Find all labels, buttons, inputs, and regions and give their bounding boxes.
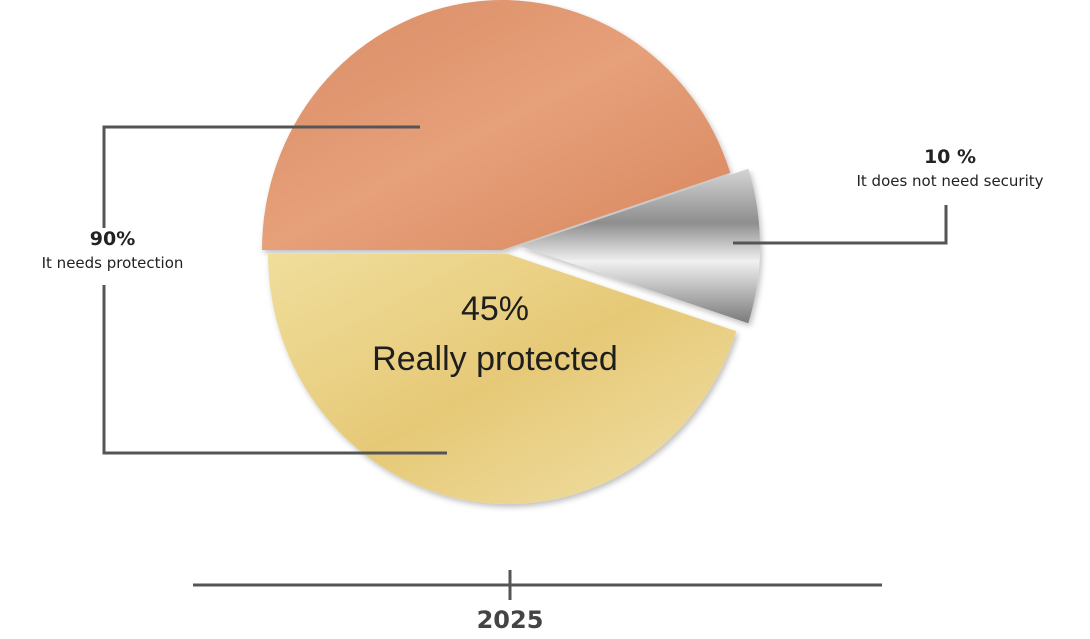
pie-slices [262, 0, 760, 505]
really-protected-text: Really protected [372, 340, 618, 378]
really-protected-value: 45% [460, 290, 530, 328]
leader-needs-protection-bottom [102, 285, 447, 455]
slice-no-security [520, 168, 760, 324]
needs-protection-value: 90% [89, 228, 136, 250]
leader-lines [102, 125, 948, 455]
leader-needs-protection-top [102, 125, 420, 228]
no-security-value: 10 % [923, 146, 977, 168]
slice-really-protected [268, 254, 737, 505]
no-security-text: It does not need security [856, 172, 1044, 190]
slice-label-needs-protection: 90% It needs protection [10, 228, 215, 272]
x-axis [193, 570, 882, 600]
leader-no-security [733, 205, 948, 245]
needs-protection-text: It needs protection [41, 254, 184, 272]
x-axis-label: 2025 [476, 606, 544, 634]
slice-needs-protection-upper [262, 0, 731, 250]
slice-label-no-security: 10 % It does not need security [815, 146, 1085, 190]
